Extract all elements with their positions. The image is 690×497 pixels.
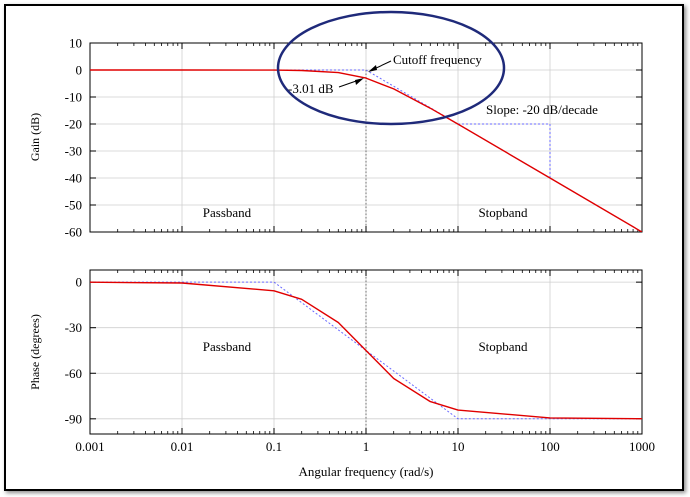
- phase-stopband-label: Stopband: [478, 339, 528, 354]
- bode-plot: 100-10-20-30-40-50-60 Gain (dB) Passband…: [28, 10, 655, 479]
- y-tick-label: 10: [69, 36, 82, 51]
- phase-y-tick-labels: 0 -30 -60 -90: [65, 275, 82, 427]
- y-tick-label: -40: [65, 171, 82, 186]
- phase-y-axis-label: Phase (degrees): [28, 314, 42, 390]
- minus-3db-label: -3.01 dB: [288, 81, 334, 96]
- minus-3db-arrow-head: [355, 78, 364, 85]
- y-tick-label: -10: [65, 90, 82, 105]
- figure-frame: 10 0 -10 -20 -30 -40 -50 -60 Gain (dB) Passband…: [4, 4, 684, 491]
- y-tick-label: -60: [65, 366, 82, 381]
- x-tick-label: 1: [363, 439, 370, 454]
- phase-asymptote-line: [90, 281, 642, 420]
- gain-panel: 10 0 -10 -20 -30 -40 -50 -60 Gain (dB) Passband…: [28, 10, 643, 240]
- gain-grid: [90, 43, 642, 232]
- gain-y-axis-label: Gain (dB): [28, 113, 42, 161]
- x-tick-label: 10: [452, 439, 465, 454]
- y-tick-label: -30: [65, 320, 82, 335]
- gain-plot-border: [89, 42, 643, 233]
- phase-grid: [90, 270, 642, 434]
- phase-plot-border: [89, 269, 643, 435]
- x-tick-label: 0.1: [266, 439, 282, 454]
- y-tick-label: -30: [65, 144, 82, 159]
- gain-stopband-label: Stopband: [478, 205, 528, 220]
- y-tick-label: -60: [65, 225, 82, 240]
- x-tick-label: 0.01: [171, 439, 194, 454]
- slope-guide-line: [458, 123, 551, 178]
- phase-series-group: [90, 281, 642, 420]
- x-tick-label: 100: [540, 439, 560, 454]
- y-tick-label: -90: [65, 411, 82, 426]
- y-tick-label: 0: [76, 275, 83, 290]
- phase-panel: 0 -30 -60 -90 Phase (degrees) Passband Stop…: [28, 269, 655, 479]
- x-tick-label: 0.001: [75, 439, 104, 454]
- x-tick-label: 1000: [629, 439, 655, 454]
- x-axis-label: Angular frequency (rad/s): [299, 464, 434, 479]
- phase-passband-label: Passband: [203, 339, 252, 354]
- y-tick-label: -20: [65, 117, 82, 132]
- cutoff-frequency-label: Cutoff frequency: [393, 52, 482, 67]
- cutoff-arrow-head: [368, 65, 377, 72]
- slope-label: Slope: -20 dB/decade: [486, 102, 598, 117]
- y-tick-label: 0: [76, 63, 83, 78]
- gain-series-group: [90, 69, 642, 232]
- gain-passband-label: Passband: [203, 205, 252, 220]
- gain-response-curve: [90, 69, 642, 232]
- cutoff-highlight-ellipse: [276, 10, 506, 126]
- x-tick-labels: 0.001 0.01 0.1 1 10 100 1000: [75, 439, 655, 454]
- gain-y-tick-labels: 10 0 -10 -20 -30 -40 -50 -60: [65, 36, 82, 240]
- y-tick-label: -50: [65, 198, 82, 213]
- phase-response-curve: [90, 281, 642, 420]
